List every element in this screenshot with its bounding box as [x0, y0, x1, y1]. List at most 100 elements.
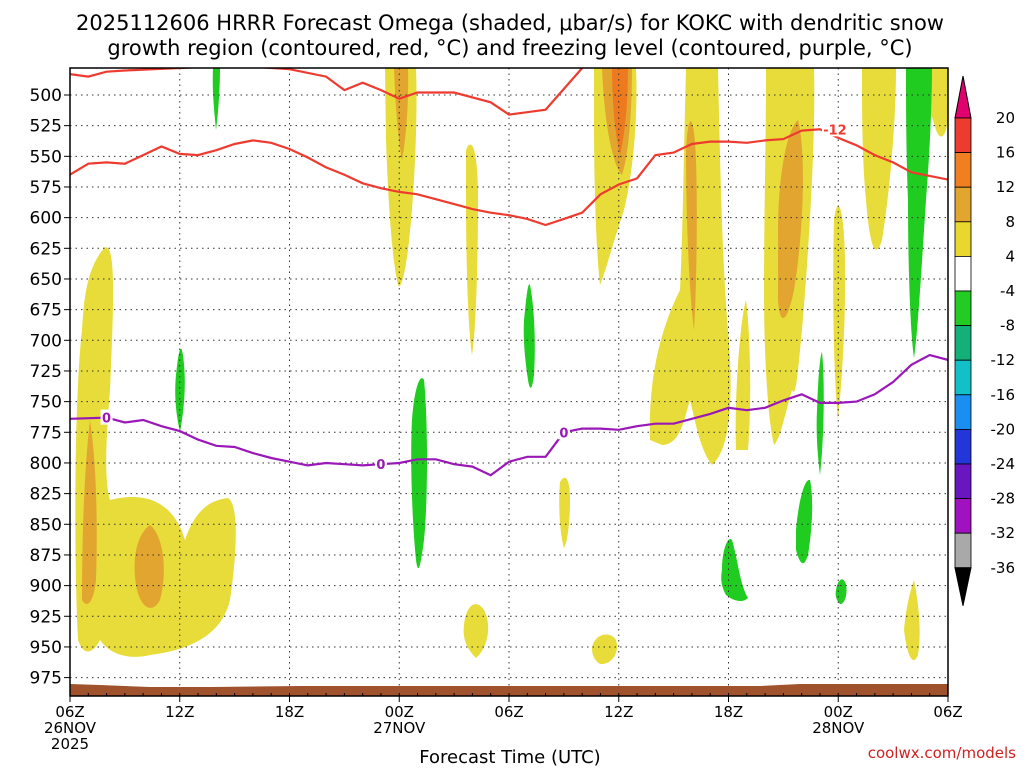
contour-label-bg	[821, 121, 848, 137]
colorbar-swatch	[954, 532, 972, 569]
colorbar-label: 4	[1005, 247, 1015, 265]
y-tick-label: 800	[30, 454, 62, 474]
contour-label: 0	[376, 458, 385, 473]
y-tick-label: 775	[30, 423, 62, 443]
shade-light	[862, 68, 896, 250]
colorbar-label: 12	[996, 178, 1015, 196]
contour-line	[70, 68, 584, 116]
y-tick-label: 750	[30, 393, 62, 413]
x-tick-label: 12Z	[165, 703, 194, 721]
contour-label-bg	[100, 409, 113, 425]
shade-light	[735, 300, 751, 450]
x-tick-label: 06Z	[933, 703, 962, 721]
shade-light	[385, 68, 417, 287]
colorbar-swatch	[954, 463, 972, 499]
x-tick-label: 00Z	[824, 703, 853, 721]
colorbar-label: -32	[991, 524, 1016, 542]
credit-text: coolwx.com/models	[868, 744, 1016, 762]
shade-green	[796, 479, 813, 564]
colorbar-label: -4	[1000, 282, 1015, 300]
y-tick-label: 575	[30, 178, 62, 198]
colorbar-swatch	[954, 186, 972, 223]
y-tick-label: 650	[30, 270, 62, 290]
x-tick-label: 00Z	[385, 703, 414, 721]
contour-line	[70, 128, 948, 227]
contour-line	[70, 353, 948, 477]
x-tick-label: 12Z	[604, 703, 633, 721]
shade-med	[686, 121, 697, 330]
colorbar-swatch	[954, 152, 972, 188]
shade-green	[411, 378, 427, 569]
colorbar-top-arrow	[954, 75, 972, 119]
shade-med	[778, 120, 803, 319]
y-tick-label: 900	[30, 577, 62, 597]
contour-label-bg	[557, 424, 570, 440]
x-tick-label: 2025	[51, 735, 89, 753]
colorbar-swatch	[954, 255, 972, 292]
y-tick-label: 600	[30, 209, 62, 229]
x-tick-label: 27NOV	[373, 719, 426, 737]
colorbar-label: -16	[991, 386, 1016, 404]
colorbar-label: -28	[991, 490, 1016, 508]
chart-title-line-2: growth region (contoured, red, °C) and f…	[107, 36, 912, 60]
colorbar-label: -8	[1000, 317, 1015, 335]
colorbar-swatch	[954, 359, 972, 396]
y-tick-label: 525	[30, 117, 62, 137]
y-tick-label: 700	[30, 331, 62, 351]
shade-med	[134, 525, 164, 608]
colorbar-label: -36	[991, 559, 1016, 577]
colorbar-bottom-arrow	[954, 567, 972, 606]
x-tick-label: 28NOV	[812, 719, 865, 737]
shade-light	[559, 477, 570, 548]
colorbar-swatch	[954, 428, 972, 465]
shade-green	[175, 348, 185, 432]
contour-label-bg	[374, 456, 387, 472]
y-tick-label: 825	[30, 485, 62, 505]
shade-green	[816, 352, 824, 475]
shade-light	[466, 144, 478, 355]
shade-light	[904, 580, 920, 661]
colorbar-swatch	[954, 117, 972, 153]
y-tick-label: 925	[30, 607, 62, 627]
colorbar-swatch	[954, 325, 972, 361]
shade-med	[394, 68, 409, 160]
colorbar-label: -20	[991, 420, 1016, 438]
x-tick-label: 18Z	[714, 703, 743, 721]
y-tick-label: 975	[30, 669, 62, 689]
y-tick-label: 875	[30, 546, 62, 566]
shade-green	[906, 68, 932, 358]
shade-dark	[612, 68, 628, 155]
x-axis-title: Forecast Time (UTC)	[419, 747, 600, 768]
colorbar-swatch	[954, 498, 972, 534]
shade-med	[82, 420, 97, 604]
colorbar-label: -24	[991, 455, 1016, 473]
grid-lines	[70, 68, 948, 696]
shade-light	[463, 604, 489, 658]
colorbar-label: 20	[996, 109, 1015, 127]
colorbar-label: 16	[996, 144, 1015, 162]
chart-title-line-1: 2025112606 HRRR Forecast Omega (shaded, …	[76, 11, 944, 35]
contour-label: 0	[559, 426, 568, 441]
y-tick-label: 550	[30, 147, 62, 167]
shade-light	[833, 205, 846, 420]
colorbar-swatch	[954, 221, 972, 257]
contour-lines: 0 0 0 -12	[70, 68, 948, 477]
colorbar-label: -12	[991, 351, 1016, 369]
colorbar: 20 16 12 8 4 -4 -8 -12 -16 -20 -24 -28 -32 -36	[954, 75, 1016, 606]
x-tick-label: 06Z	[55, 703, 84, 721]
y-tick-label: 500	[30, 86, 62, 106]
y-axis-ticks: 500 525 550 575 600 625 650 675 700 725 750 775 800 8…	[30, 86, 70, 689]
contour-label: -12	[823, 123, 847, 138]
x-tick-label: 06Z	[494, 703, 523, 721]
y-tick-label: 675	[30, 301, 62, 321]
y-tick-label: 625	[30, 239, 62, 259]
x-tick-label: 26NOV	[44, 719, 97, 737]
y-tick-label: 725	[30, 362, 62, 382]
y-tick-label: 850	[30, 515, 62, 535]
y-tick-label: 950	[30, 638, 62, 658]
shade-green	[212, 68, 220, 130]
contour-label: 0	[102, 412, 111, 427]
colorbar-swatch	[954, 394, 972, 430]
